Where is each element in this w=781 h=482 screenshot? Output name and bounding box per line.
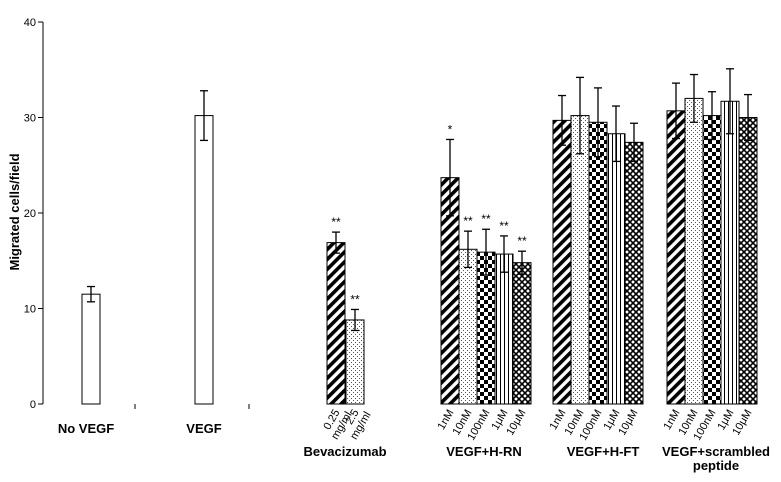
bar — [570, 115, 590, 405]
bar — [588, 121, 608, 405]
significance-label: ** — [350, 292, 360, 306]
y-tick-label: 0 — [30, 399, 36, 411]
group-label: VEGF+scrambled — [662, 444, 770, 459]
group-label: No VEGF — [58, 421, 114, 436]
y-tick-label: 10 — [24, 304, 36, 316]
y-tick-label: 40 — [24, 17, 36, 29]
group-label: VEGF — [186, 421, 221, 436]
bar — [494, 253, 514, 405]
significance-label: ** — [517, 234, 527, 248]
bar — [606, 133, 626, 405]
significance-label: ** — [499, 219, 509, 233]
bar — [512, 262, 532, 405]
y-axis: 0 10 20 30 40 — [24, 17, 44, 411]
bar — [684, 97, 704, 405]
x-axis: No VEGF VEGF 0.25mg/ml2.5mg/mlBevacizumab1… — [58, 404, 770, 473]
bar — [552, 119, 572, 405]
significance-label: * — [448, 122, 453, 136]
bar — [81, 293, 101, 405]
bar — [194, 115, 214, 405]
y-axis-label: Migrated cells/field — [7, 153, 22, 270]
y-tick-label: 20 — [24, 208, 36, 220]
bar — [738, 117, 758, 405]
group-label: Bevacizumab — [303, 444, 386, 459]
bar — [624, 141, 644, 405]
bar — [326, 242, 346, 405]
bars: ******* ** **** — [81, 68, 758, 405]
bar — [458, 248, 478, 405]
bar — [702, 115, 722, 405]
group-label: peptide — [693, 458, 739, 473]
bar — [345, 319, 365, 405]
group-label: VEGF+H-RN — [446, 444, 521, 459]
significance-label: ** — [331, 215, 341, 229]
group-label: VEGF+H-FT — [567, 444, 640, 459]
bar — [720, 100, 740, 405]
significance-label: ** — [481, 212, 491, 226]
significance-label: ** — [463, 214, 473, 228]
y-tick-label: 30 — [24, 113, 36, 125]
bar — [666, 110, 686, 405]
